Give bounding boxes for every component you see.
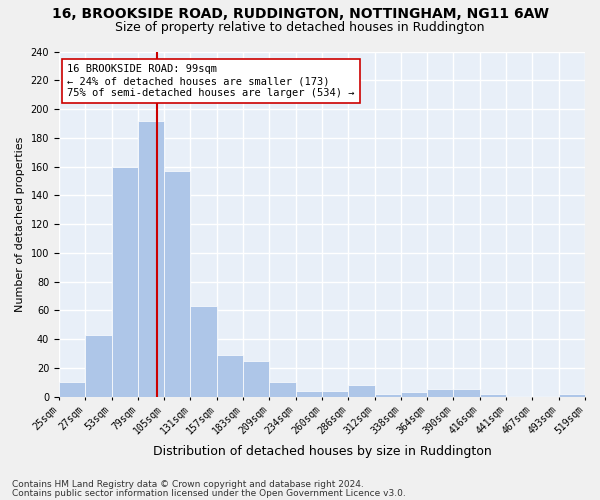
Bar [190,306,217,396]
Bar [85,334,112,396]
Bar [348,385,374,396]
Bar [243,360,269,396]
Bar [480,394,506,396]
Bar [559,394,585,396]
Bar [164,171,190,396]
Bar [138,120,164,396]
Text: Size of property relative to detached houses in Ruddington: Size of property relative to detached ho… [115,21,485,34]
Bar [269,382,296,396]
X-axis label: Distribution of detached houses by size in Ruddington: Distribution of detached houses by size … [152,444,491,458]
Bar [374,394,401,396]
Text: Contains public sector information licensed under the Open Government Licence v3: Contains public sector information licen… [12,488,406,498]
Text: 16, BROOKSIDE ROAD, RUDDINGTON, NOTTINGHAM, NG11 6AW: 16, BROOKSIDE ROAD, RUDDINGTON, NOTTINGH… [52,8,548,22]
Bar [112,166,138,396]
Bar [59,382,85,396]
Bar [217,355,243,397]
Bar [296,391,322,396]
Bar [454,390,480,396]
Text: 16 BROOKSIDE ROAD: 99sqm
← 24% of detached houses are smaller (173)
75% of semi-: 16 BROOKSIDE ROAD: 99sqm ← 24% of detach… [67,64,354,98]
Bar [322,391,348,396]
Bar [427,390,454,396]
Y-axis label: Number of detached properties: Number of detached properties [15,136,25,312]
Bar [401,392,427,396]
Text: Contains HM Land Registry data © Crown copyright and database right 2024.: Contains HM Land Registry data © Crown c… [12,480,364,489]
